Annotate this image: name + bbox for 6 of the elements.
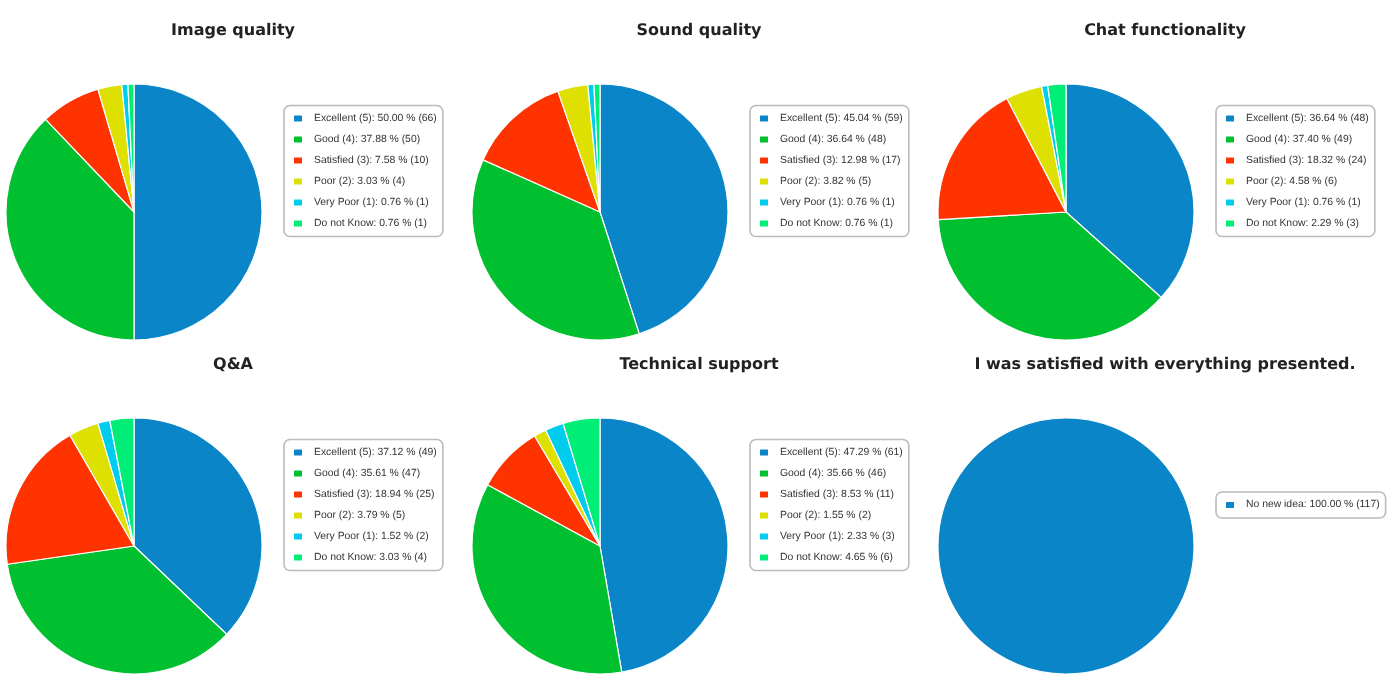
chart-title: Image quality (171, 21, 297, 39)
chart-title: Q&A (213, 355, 255, 373)
chart-title: Technical support (619, 355, 779, 373)
chart-title: I was satisfied with everything presented. (974, 355, 1356, 373)
chart-title: Sound quality (636, 21, 764, 39)
chart-title: Chat functionality (1084, 21, 1248, 39)
